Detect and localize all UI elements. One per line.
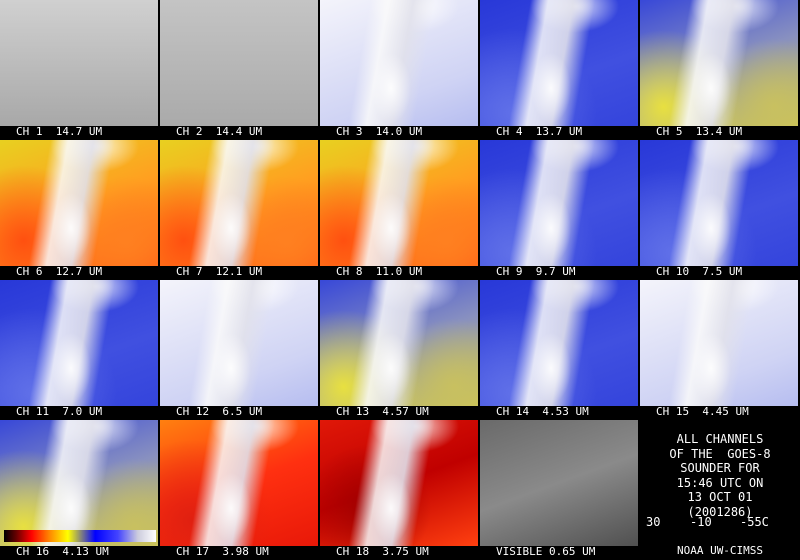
- channel-panel: CH 15 4.45 UM: [640, 280, 798, 420]
- satellite-image: [0, 420, 158, 546]
- satellite-image: [160, 280, 318, 406]
- cloud-band: [160, 420, 318, 546]
- info-line: 13 OCT 01: [687, 490, 753, 504]
- satellite-image: [160, 140, 318, 266]
- satellite-image: [640, 280, 798, 406]
- channel-panel: CH 9 9.7 UM: [480, 140, 638, 280]
- channel-label: CH 10 7.5 UM: [656, 265, 743, 278]
- channel-label: CH 9 9.7 UM: [496, 265, 576, 278]
- channel-label: CH 12 6.5 UM: [176, 405, 263, 418]
- cloud-band: [640, 0, 798, 126]
- info-line: OF THE GOES-8: [669, 446, 771, 461]
- satellite-image: [480, 280, 638, 406]
- satellite-image: [320, 0, 478, 126]
- channel-panel: CH 13 4.57 UM: [320, 280, 478, 420]
- satellite-image: [320, 280, 478, 406]
- channel-panel: VISIBLE 0.65 UM: [480, 420, 638, 560]
- satellite-image: [320, 420, 478, 546]
- scale-label: -10: [690, 515, 712, 529]
- scale-label: 30: [646, 515, 661, 529]
- channel-panel: CH 10 7.5 UM: [640, 140, 798, 280]
- cloud-band: [160, 140, 318, 266]
- channel-label: CH 18 3.75 UM: [336, 545, 429, 558]
- channel-panel: CH 17 3.98 UM: [160, 420, 318, 560]
- channel-panel: CH 14 4.53 UM: [480, 280, 638, 420]
- satellite-image: [640, 140, 798, 266]
- color-scale: [4, 530, 156, 542]
- info-line: 15:46 UTC ON: [676, 475, 764, 490]
- channel-label: CH 1 14.7 UM: [16, 125, 103, 138]
- channel-label: CH 16 4.13 UM: [16, 545, 109, 558]
- channel-label: CH 2 14.4 UM: [176, 125, 263, 138]
- channel-label: CH 3 14.0 UM: [336, 125, 423, 138]
- cloud-band: [320, 0, 478, 126]
- cloud-band: [640, 140, 798, 266]
- satellite-image: [480, 140, 638, 266]
- info-line: SOUNDER FOR: [680, 461, 760, 475]
- channel-panel: CH 4 13.7 UM: [480, 0, 638, 140]
- cloud-band: [0, 420, 158, 546]
- satellite-image: [0, 280, 158, 406]
- satellite-image: [320, 140, 478, 266]
- channel-panel: CH 18 3.75 UM: [320, 420, 478, 560]
- scale-label: -55C: [740, 515, 769, 529]
- channel-panel: CH 8 11.0 UM: [320, 140, 478, 280]
- info-line: ALL CHANNELS: [676, 432, 764, 446]
- channel-label: CH 15 4.45 UM: [656, 405, 749, 418]
- channel-label: CH 14 4.53 UM: [496, 405, 589, 418]
- satellite-image: [0, 0, 158, 126]
- cloud-band: [640, 280, 798, 406]
- channel-label: CH 4 13.7 UM: [496, 125, 583, 138]
- cloud-band: [480, 140, 638, 266]
- channel-panel: CH 3 14.0 UM: [320, 0, 478, 140]
- satellite-image: [480, 0, 638, 126]
- channel-label: CH 17 3.98 UM: [176, 545, 269, 558]
- channel-label: CH 11 7.0 UM: [16, 405, 103, 418]
- channel-panel: CH 1 14.7 UM: [0, 0, 158, 140]
- channel-panel: CH 7 12.1 UM: [160, 140, 318, 280]
- channel-label: CH 13 4.57 UM: [336, 405, 429, 418]
- cloud-band: [480, 280, 638, 406]
- cloud-band: [0, 280, 158, 406]
- channel-label: CH 7 12.1 UM: [176, 265, 263, 278]
- satellite-image: [480, 420, 638, 546]
- channel-panel: CH 12 6.5 UM: [160, 280, 318, 420]
- satellite-image: [160, 420, 318, 546]
- cloud-band: [0, 140, 158, 266]
- channel-panel: CH 6 12.7 UM: [0, 140, 158, 280]
- channel-panel: CH 16 4.13 UM: [0, 420, 158, 560]
- satellite-image: [160, 0, 318, 126]
- channel-label: CH 5 13.4 UM: [656, 125, 743, 138]
- info-box: ALL CHANNELS OF THE GOES-8 SOUNDER FOR 15:4…: [640, 420, 800, 560]
- cloud-band: [480, 0, 638, 126]
- channel-label: VISIBLE 0.65 UM: [496, 545, 596, 558]
- credit: NOAA UW-CIMSS: [676, 544, 764, 557]
- channel-panel: CH 11 7.0 UM: [0, 280, 158, 420]
- channel-label: CH 6 12.7 UM: [16, 265, 103, 278]
- channel-panel: CH 5 13.4 UM: [640, 0, 798, 140]
- channel-panel: CH 2 14.4 UM: [160, 0, 318, 140]
- cloud-band: [320, 420, 478, 546]
- channel-label: CH 8 11.0 UM: [336, 265, 423, 278]
- info-line: (2001286): [687, 504, 753, 519]
- cloud-band: [320, 280, 478, 406]
- satellite-image: [0, 140, 158, 266]
- cloud-band: [160, 280, 318, 406]
- cloud-band: [320, 140, 478, 266]
- satellite-image: [640, 0, 798, 126]
